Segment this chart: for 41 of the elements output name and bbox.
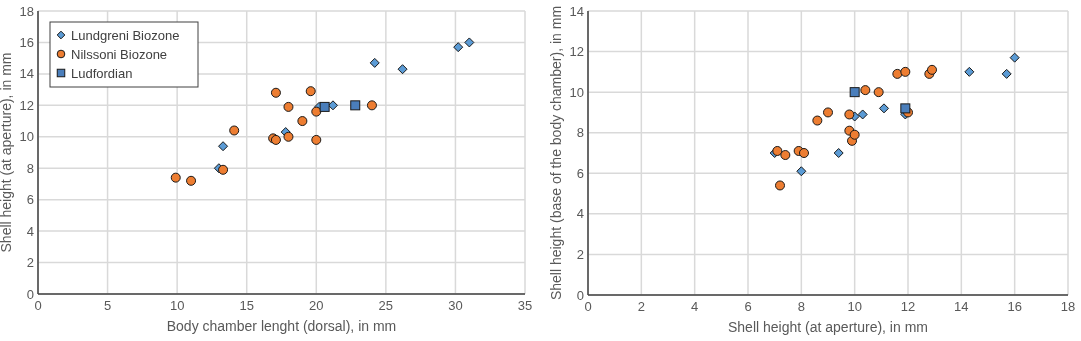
y-tick-label: 12 [19,97,34,113]
y-tick-label: 6 [26,192,34,208]
x-tick-label: 2 [637,299,645,314]
x-tick-label: 6 [744,299,752,314]
y-tick-label: 2 [26,255,34,271]
x-tick-label: 10 [169,298,185,313]
x-tick-label: 35 [517,298,533,313]
x-tick-label: 18 [1060,299,1076,314]
x-tick-label: 16 [1007,299,1022,314]
x-tick-label: 30 [448,298,463,313]
y-tick-label: 16 [19,34,34,50]
x-tick-label: 20 [309,298,324,313]
legend-label: Ludfordian [71,66,133,81]
x-tick-label: 14 [954,299,969,314]
y-tick-label: 2 [576,246,584,262]
y-tick-label: 0 [576,287,584,303]
legend-label: Lundgreni Biozone [71,28,180,43]
x-axis-title: Shell height (at aperture), in mm [728,319,928,335]
y-tick-label: 4 [26,223,34,239]
y-tick-label: 4 [576,206,584,222]
y-tick-label: 14 [19,66,34,82]
x-axis-title: Body chamber lenght (dorsal), in mm [166,318,397,334]
y-tick-label: 10 [19,129,34,145]
x-tick-label: 25 [378,298,394,313]
y-tick-label: 18 [19,3,34,19]
y-tick-label: 6 [576,165,584,181]
y-tick-label: 12 [569,44,584,60]
x-tick-label: 10 [847,299,862,314]
x-tick-label: 15 [239,298,254,313]
x-tick-label: 4 [691,299,699,314]
y-tick-label: 10 [569,84,584,100]
y-tick-label: 14 [569,3,584,19]
x-tick-label: 12 [900,299,916,314]
y-axis-title: Shell height (at aperture), in mm [0,52,14,253]
y-axis-title: Shell height (base of the body chamber), in mm [548,5,564,301]
y-tick-label: 8 [576,125,584,141]
legend-label: Nilssoni Biozone [71,47,168,62]
y-tick-label: 0 [26,286,34,302]
x-tick-label: 8 [797,299,805,314]
y-tick-label: 8 [26,160,34,176]
x-tick-label: 5 [103,298,112,313]
